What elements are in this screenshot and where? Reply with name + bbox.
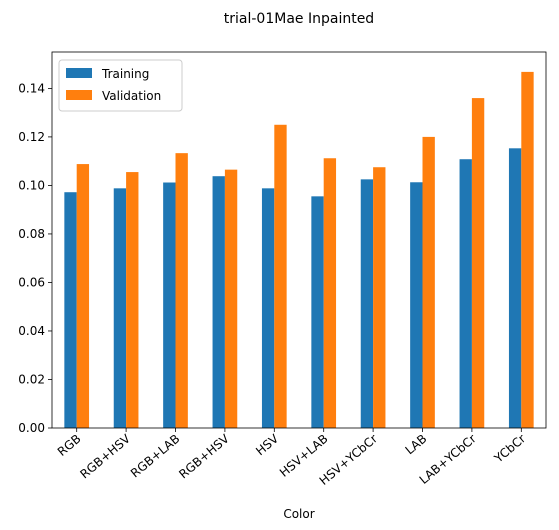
y-tick-label: 0.00 bbox=[18, 421, 45, 435]
bar-training-8 bbox=[459, 159, 472, 428]
bar-validation-8 bbox=[471, 98, 485, 428]
bar-validation-0 bbox=[76, 164, 90, 428]
bar-validation-6 bbox=[373, 167, 386, 428]
bar-training-5 bbox=[311, 196, 324, 428]
x-tick-label: YCbCr bbox=[491, 432, 528, 467]
legend: Training Validation bbox=[58, 59, 183, 112]
y-tick-label: 0.10 bbox=[18, 178, 45, 192]
legend-label-validation: Validation bbox=[102, 89, 161, 103]
legend-label-training: Training bbox=[101, 67, 149, 81]
x-tick-label: LAB bbox=[402, 432, 429, 458]
bar-validation-1 bbox=[126, 172, 139, 428]
y-tick-label: 0.08 bbox=[18, 227, 45, 241]
y-axis: 0.00 0.02 0.04 0.06 0.08 0.10 0.12 0.14 bbox=[18, 81, 52, 435]
chart-title: trial-01Mae Inpainted bbox=[224, 11, 374, 27]
bars-group bbox=[64, 71, 534, 429]
y-tick-label: 0.06 bbox=[18, 275, 45, 289]
bar-validation-3 bbox=[224, 169, 238, 428]
x-tick-label: RGB bbox=[55, 432, 84, 459]
bar-training-6 bbox=[360, 179, 374, 428]
y-tick-label: 0.12 bbox=[18, 130, 45, 144]
bar-validation-5 bbox=[323, 158, 337, 429]
y-tick-label: 0.14 bbox=[18, 81, 45, 95]
bar-validation-7 bbox=[422, 136, 435, 428]
bar-training-3 bbox=[212, 176, 225, 428]
bar-training-0 bbox=[64, 192, 77, 428]
y-tick-label: 0.02 bbox=[18, 372, 45, 386]
x-tick-label: RGB+HSV bbox=[176, 431, 232, 481]
x-tick-label: RGB+LAB bbox=[128, 432, 182, 481]
bar-training-4 bbox=[261, 188, 275, 428]
x-tick-label: RGB+HSV bbox=[77, 431, 133, 481]
bar-validation-9 bbox=[521, 71, 534, 429]
bar-validation-2 bbox=[175, 153, 188, 428]
x-axis-label: Color bbox=[283, 507, 314, 521]
bar-training-2 bbox=[163, 182, 176, 428]
y-tick-label: 0.04 bbox=[18, 324, 45, 338]
bar-training-1 bbox=[113, 188, 127, 428]
plot-frame bbox=[51, 51, 547, 429]
bar-training-9 bbox=[508, 148, 522, 429]
bar-validation-4 bbox=[274, 124, 287, 428]
legend-swatch-training bbox=[66, 68, 92, 78]
legend-swatch-validation bbox=[66, 90, 92, 100]
x-tick-label: HSV bbox=[253, 431, 282, 458]
bar-training-7 bbox=[410, 182, 423, 428]
